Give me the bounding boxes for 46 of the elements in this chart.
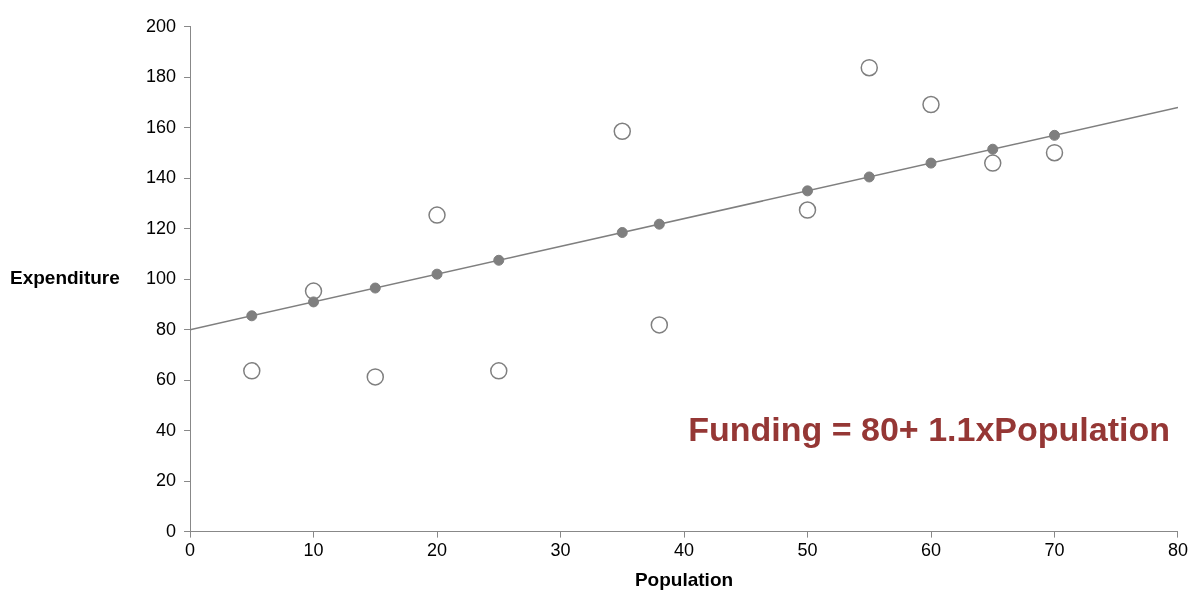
point xyxy=(802,185,814,197)
x-axis-title: Population xyxy=(634,568,734,590)
point xyxy=(863,171,875,183)
point xyxy=(493,254,505,266)
point xyxy=(308,296,320,308)
point xyxy=(650,316,669,334)
x-tick-label: 80 xyxy=(1167,540,1188,561)
point xyxy=(922,95,940,114)
y-tick-label: 180 xyxy=(145,66,177,87)
point xyxy=(987,143,999,155)
y-tick-label: 60 xyxy=(156,369,177,390)
x-tick-label: 60 xyxy=(920,540,942,561)
x-tick-label: 50 xyxy=(797,540,818,561)
annotation: Funding = 80+ 1.1xPopulation xyxy=(688,409,1170,448)
point xyxy=(366,368,385,386)
y-tick-label: 80 xyxy=(156,318,177,339)
point xyxy=(490,362,508,380)
point xyxy=(616,227,628,239)
y-tick-label: 40 xyxy=(156,419,177,440)
point xyxy=(798,201,817,219)
point xyxy=(925,157,937,169)
point xyxy=(860,58,878,77)
point xyxy=(428,206,446,224)
x-tick-label: 10 xyxy=(303,540,324,561)
y-tick-label: 140 xyxy=(145,167,177,188)
point xyxy=(431,268,443,280)
y-tick-label: 20 xyxy=(156,470,177,491)
point xyxy=(1045,144,1064,162)
x-tick-label: 70 xyxy=(1044,540,1065,561)
x-tick-label: 0 xyxy=(185,540,196,561)
y-tick-label: 200 xyxy=(145,15,177,36)
x-tick-label: 20 xyxy=(427,540,448,561)
y-tick-label: 100 xyxy=(145,268,177,289)
x-tick-label: 40 xyxy=(674,540,695,561)
point xyxy=(369,282,381,294)
y-axis-title: Expenditure xyxy=(10,267,120,289)
y-tick-label: 120 xyxy=(145,217,177,238)
point xyxy=(243,362,261,380)
point xyxy=(653,218,665,230)
point xyxy=(246,310,258,322)
point xyxy=(984,154,1002,172)
x-tick-label: 30 xyxy=(550,540,571,561)
point xyxy=(613,122,632,141)
y-tick-label: 160 xyxy=(145,116,177,137)
point xyxy=(1048,129,1060,141)
y-tick-label: 0 xyxy=(166,520,177,541)
